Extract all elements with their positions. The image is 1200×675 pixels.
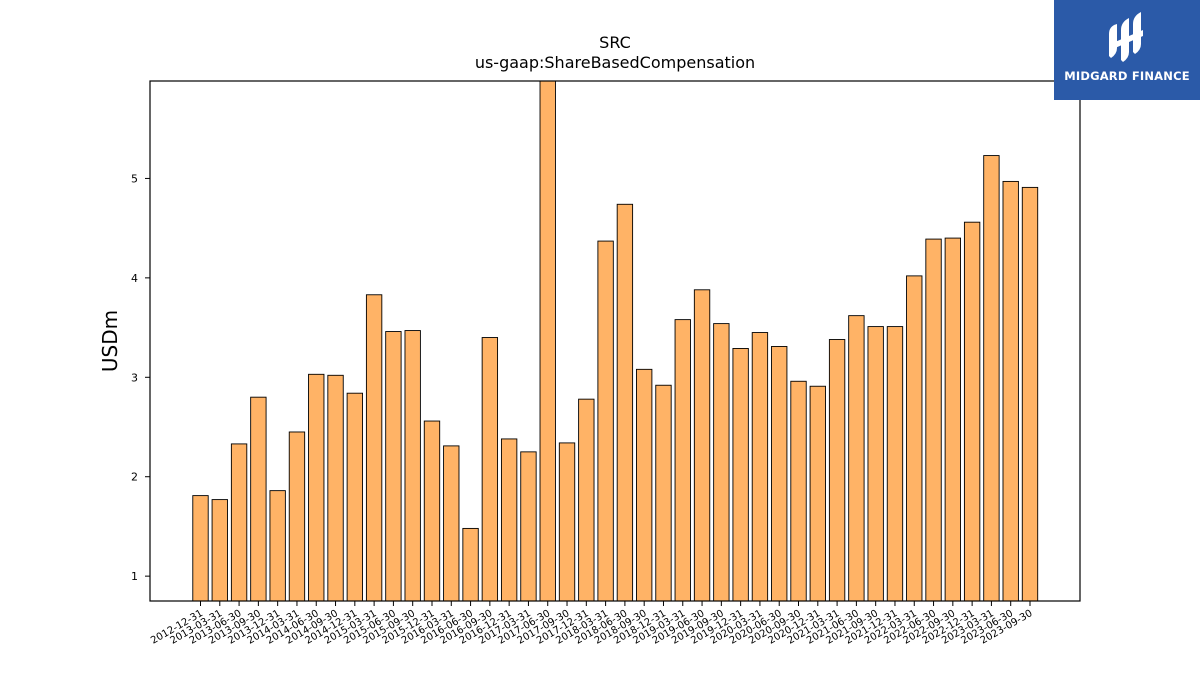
bar-2017-12-31 [578,398,595,602]
bar-2014-09-30 [327,374,344,602]
bar-2014-06-30 [308,373,325,602]
bar-2013-03-31 [211,499,228,602]
chart-title: SRC [599,33,631,52]
bar-2013-12-31 [269,490,286,602]
bar-2022-12-31 [963,221,981,602]
bar-2013-06-30 [230,443,248,602]
y-tick-label: 5 [131,172,138,185]
brand-logo-text: MIDGARD FINANCE [1064,69,1190,83]
bar-2017-03-31 [520,451,537,602]
bar-2015-06-30 [385,331,402,602]
bar-2018-12-31 [655,384,672,602]
bar-2020-06-30 [771,346,788,602]
chart-subtitle: us-gaap:ShareBasedCompensation [475,53,755,72]
x-ticks-group: 2012-12-312013-03-312013-06-302013-09-30… [149,601,1035,647]
bar-2023-06-30 [1002,180,1019,602]
bar-2022-09-30 [944,237,961,602]
bar-2015-12-31 [423,420,441,602]
y-tick-label: 3 [131,371,138,384]
bar-2019-06-30 [693,289,711,602]
y-ticks-group: 1 2 3 4 5 [131,172,150,583]
bar-2018-06-30 [616,203,634,602]
y-tick-label: 1 [131,570,138,583]
bar-2018-09-30 [636,368,653,602]
bar-2019-03-31 [674,319,691,602]
brand-logo: MIDGARD FINANCE [1054,0,1200,100]
bar-2016-12-31 [500,438,518,602]
y-tick-label: 4 [131,272,138,285]
bar-2022-03-31 [906,275,923,602]
bar-2021-09-30 [867,326,884,602]
bar-2020-03-31 [751,332,769,602]
bar-2015-09-30 [404,330,421,602]
bar-2016-09-30 [481,337,499,602]
bar-2020-09-30 [790,380,807,602]
bar-2022-06-30 [925,238,942,602]
bar-2013-09-30 [250,396,267,602]
bar-2023-03-31 [983,155,1000,602]
bar-2012-12-31 [192,495,209,602]
bar-2016-03-31 [443,445,460,602]
bar-2020-12-31 [809,385,826,602]
bar-2014-03-31 [288,431,306,602]
bar-2017-09-30 [558,442,576,602]
y-tick-label: 2 [131,471,138,484]
bars-group [192,80,1039,602]
y-axis-label: USDm [98,310,122,372]
bar-2014-12-31 [346,392,363,602]
bar-2023-09-30 [1021,186,1039,602]
bar-2021-06-30 [848,315,865,602]
bar-2021-12-31 [886,326,904,602]
bar-2015-03-31 [365,294,383,602]
bar-2017-06-30 [539,80,556,602]
bar-2019-12-31 [732,348,749,602]
bar-2019-09-30 [713,323,730,602]
bar-2016-06-30 [462,527,479,602]
bar-2018-03-31 [597,240,614,602]
plot-frame [149,80,1081,602]
brand-mark-icon [1109,12,1143,62]
bar-2021-03-31 [828,339,846,602]
